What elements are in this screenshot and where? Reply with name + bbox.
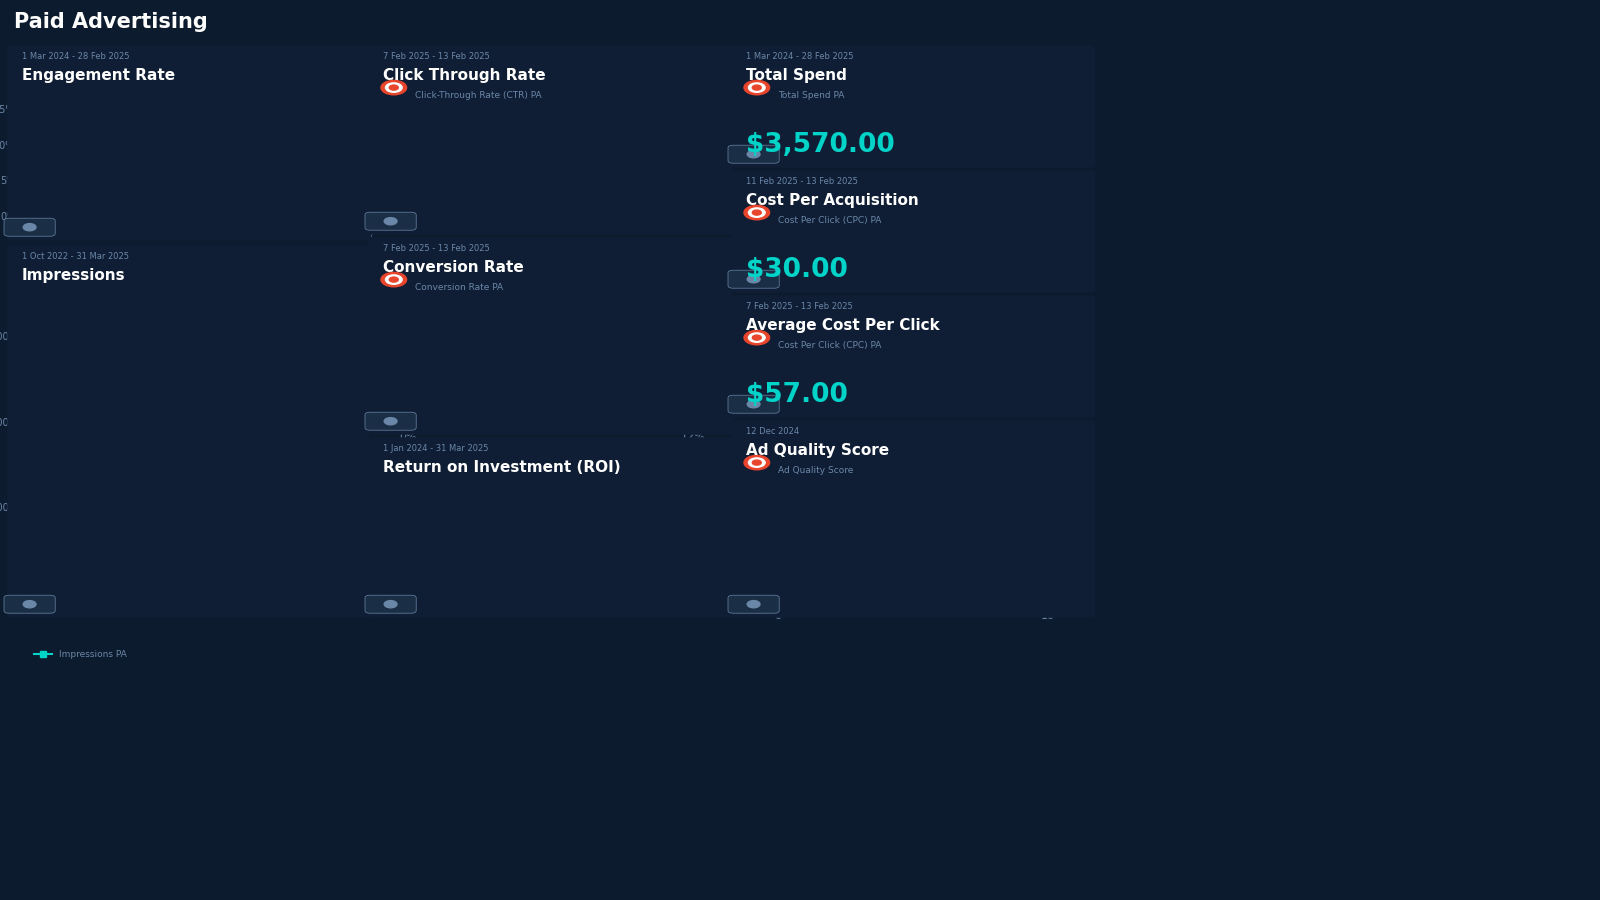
- Text: $30.00: $30.00: [746, 256, 848, 283]
- Bar: [469, 509, 504, 592]
- Text: 35,000: 35,000: [331, 429, 360, 438]
- Bar: [536, 543, 571, 592]
- Text: 11 Feb 2025 - 13 Feb 2025: 11 Feb 2025 - 13 Feb 2025: [746, 176, 858, 185]
- Text: 55,000: 55,000: [269, 344, 298, 353]
- Text: 1 Mar 2024 - 28 Feb 2025: 1 Mar 2024 - 28 Feb 2025: [22, 51, 130, 60]
- Text: 6%: 6%: [522, 349, 579, 382]
- Text: 1 Mar 2024 - 28 Feb 2025: 1 Mar 2024 - 28 Feb 2025: [746, 51, 853, 60]
- Text: 18%: 18%: [510, 151, 590, 184]
- Text: 36%: 36%: [608, 197, 634, 207]
- Bar: [603, 501, 638, 592]
- Text: Cost Per Click (CPC) PA: Cost Per Click (CPC) PA: [778, 341, 882, 350]
- Text: 10: 10: [1042, 611, 1056, 621]
- Text: 1 Jan 2024 - 31 Mar 2025: 1 Jan 2024 - 31 Mar 2025: [382, 444, 488, 453]
- Text: 12 Dec 2024: 12 Dec 2024: [746, 427, 798, 436]
- Text: Ad Quality Score: Ad Quality Score: [778, 466, 853, 475]
- Text: 22,000: 22,000: [82, 484, 110, 493]
- Text: 35,000: 35,000: [144, 429, 173, 438]
- Text: Engagement Rate: Engagement Rate: [22, 68, 174, 83]
- Text: 25,000: 25,000: [19, 472, 48, 481]
- Text: 12%: 12%: [680, 432, 706, 442]
- Text: Cost Per Click (CPC) PA: Cost Per Click (CPC) PA: [778, 216, 882, 225]
- Text: $3,570.00: $3,570.00: [746, 131, 894, 158]
- Text: Cost Per Acquisition: Cost Per Acquisition: [746, 193, 918, 208]
- Text: Average Cost Per Click: Average Cost Per Click: [746, 318, 939, 333]
- Text: Ad Quality Score: Ad Quality Score: [746, 443, 888, 458]
- Text: 7 Feb 2025 - 13 Feb 2025: 7 Feb 2025 - 13 Feb 2025: [382, 51, 490, 60]
- Bar: [672, 487, 706, 592]
- Text: Click-Through Rate (CTR) PA: Click-Through Rate (CTR) PA: [414, 91, 541, 100]
- Text: Click Through Rate: Click Through Rate: [382, 68, 546, 83]
- Text: 1 Oct 2022 - 31 Mar 2025: 1 Oct 2022 - 31 Mar 2025: [22, 252, 128, 261]
- Text: Impressions: Impressions: [22, 268, 125, 283]
- Text: 0%: 0%: [472, 197, 490, 207]
- Text: Conversion Rate PA: Conversion Rate PA: [414, 284, 502, 292]
- Text: 7 Feb 2025 - 13 Feb 2025: 7 Feb 2025 - 13 Feb 2025: [746, 302, 853, 310]
- Text: 9: 9: [901, 531, 926, 565]
- Text: 0: 0: [774, 611, 781, 621]
- Text: Paid Advertising: Paid Advertising: [14, 12, 208, 32]
- Text: Total Spend: Total Spend: [746, 68, 846, 83]
- Legend: Engagement Rate PA, Average: Engagement Rate PA, Average: [56, 252, 235, 268]
- Text: 45,000: 45,000: [206, 386, 235, 395]
- Bar: [402, 532, 437, 592]
- Text: $57.00: $57.00: [746, 382, 848, 408]
- Text: Return on Investment (ROI): Return on Investment (ROI): [382, 460, 621, 475]
- Legend: Impressions PA: Impressions PA: [30, 646, 130, 662]
- Text: Conversion Rate: Conversion Rate: [382, 260, 523, 274]
- Text: 0%: 0%: [400, 432, 418, 442]
- Text: 7 Feb 2025 - 13 Feb 2025: 7 Feb 2025 - 13 Feb 2025: [382, 244, 490, 253]
- Text: Total Spend PA: Total Spend PA: [778, 91, 843, 100]
